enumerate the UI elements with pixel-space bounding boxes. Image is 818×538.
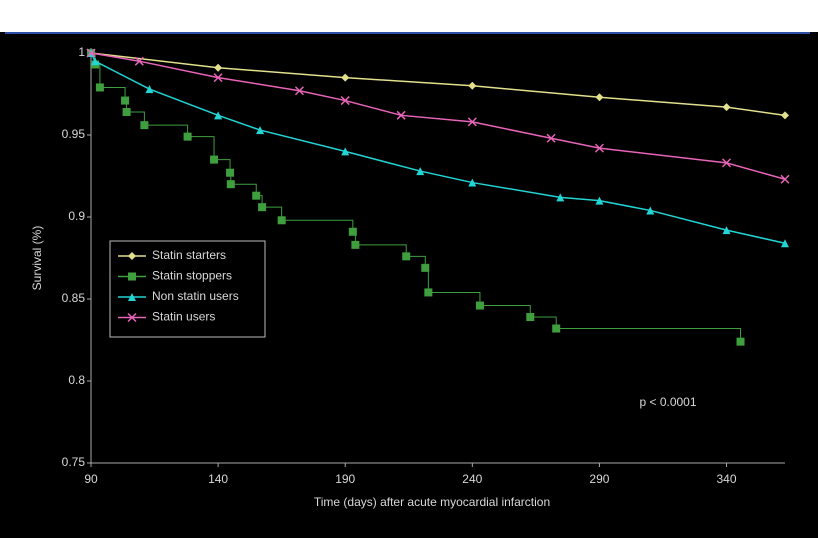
legend-label: Statin starters [152, 248, 226, 262]
top-band [0, 0, 818, 32]
point [396, 110, 406, 120]
point [595, 196, 604, 205]
point [722, 158, 732, 168]
point [351, 240, 360, 249]
point [722, 103, 731, 112]
point [252, 191, 261, 200]
step-segment [126, 111, 145, 126]
point [781, 111, 789, 120]
point [421, 263, 430, 272]
point [468, 178, 477, 187]
point [722, 226, 731, 235]
point [91, 57, 100, 66]
legend-label: Statin users [152, 310, 215, 324]
step-segment [262, 206, 283, 221]
point [594, 143, 604, 153]
point [213, 73, 223, 83]
legend-box [109, 240, 266, 338]
point [226, 168, 235, 177]
point [294, 86, 304, 96]
y-tick-label: 0.75 [62, 455, 86, 469]
x-tick-label: 240 [462, 472, 482, 486]
y-tick-label: 0.8 [68, 373, 85, 387]
legend-marker [128, 272, 136, 281]
step-segment [99, 86, 126, 101]
x-tick-label: 190 [335, 472, 355, 486]
point [341, 73, 350, 82]
point [526, 313, 535, 322]
legend-marker [128, 293, 136, 301]
point [277, 216, 286, 225]
point [121, 96, 130, 105]
point [348, 227, 357, 236]
point [134, 56, 144, 66]
step-segment [428, 291, 481, 306]
point [736, 337, 745, 346]
point [183, 132, 192, 141]
legend-marker [128, 252, 136, 260]
point [468, 81, 477, 90]
point [86, 48, 96, 58]
x-tick-label: 140 [208, 472, 228, 486]
legend-marker [127, 312, 137, 323]
point [122, 108, 131, 117]
step-segment [556, 328, 742, 342]
y-tick-label: 0.95 [62, 127, 86, 141]
x-tick-label: 90 [84, 472, 98, 486]
point [646, 206, 655, 215]
point [258, 203, 267, 212]
point [214, 63, 223, 72]
point [416, 167, 425, 176]
legend-label: Statin stoppers [152, 269, 232, 283]
point [595, 93, 604, 102]
point [546, 133, 556, 143]
point [781, 239, 789, 248]
point [226, 180, 235, 189]
point [256, 126, 265, 135]
x-tick-label: 340 [717, 472, 737, 486]
y-tick-label: 1 [78, 45, 85, 59]
point [145, 85, 154, 94]
y-tick-label: 0.9 [68, 209, 85, 223]
point [402, 252, 411, 261]
point [210, 155, 219, 164]
point [475, 301, 484, 310]
x-tick-label: 290 [589, 472, 609, 486]
legend-label: Non statin users [152, 289, 239, 303]
point [340, 96, 350, 106]
point [424, 288, 433, 297]
step-segment [214, 159, 231, 173]
point [140, 121, 149, 130]
point [341, 147, 350, 156]
x-axis-label: Time (days) after acute myocardial infar… [314, 495, 550, 509]
point [214, 111, 223, 120]
point [780, 174, 790, 184]
y-tick-label: 0.85 [62, 291, 86, 305]
point [556, 193, 565, 202]
y-axis-label: Survival (%) [30, 226, 44, 291]
point [95, 83, 104, 92]
point [552, 324, 561, 333]
point [467, 117, 477, 127]
annotation: p < 0.0001 [639, 395, 696, 409]
step-segment [187, 136, 215, 160]
